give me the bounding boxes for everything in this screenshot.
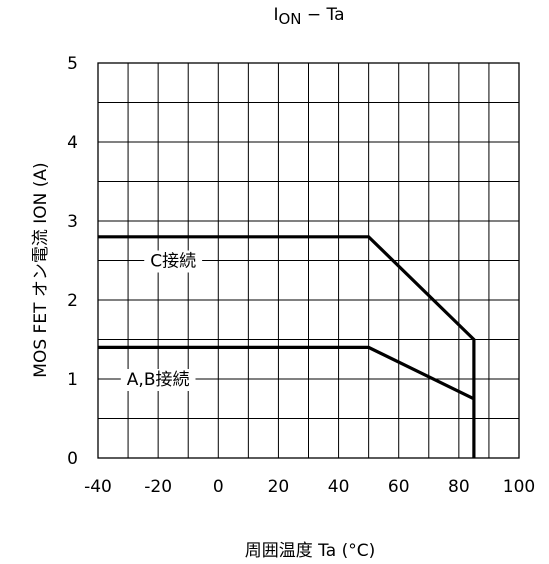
title-subscript: ON bbox=[278, 10, 301, 28]
series-line bbox=[98, 345, 475, 401]
y-tick-label: 1 bbox=[67, 370, 78, 390]
x-tick-label: 60 bbox=[388, 477, 410, 497]
series-label: A,B接続 bbox=[127, 370, 190, 390]
tick-labels: -40 -20 0 20 40 60 80 100 0 1 2 3 4 5 bbox=[67, 54, 535, 497]
series-lines bbox=[98, 235, 476, 458]
y-tick-label: 4 bbox=[67, 133, 78, 153]
x-tick-label: 0 bbox=[213, 477, 224, 497]
series-label: C接続 bbox=[150, 252, 196, 272]
x-tick-label: 100 bbox=[503, 477, 535, 497]
grid bbox=[97, 62, 520, 459]
series-label-background bbox=[144, 250, 203, 273]
series-label-background bbox=[120, 369, 196, 391]
x-axis-label: 周囲温度 Ta (°C) bbox=[245, 541, 375, 561]
plot-frame bbox=[97, 62, 520, 459]
y-tick-label: 5 bbox=[67, 54, 78, 74]
y-tick-label: 2 bbox=[67, 291, 78, 311]
chart-title: ION − Ta bbox=[273, 5, 344, 28]
x-tick-label: 80 bbox=[448, 477, 470, 497]
x-tick-label: 40 bbox=[328, 477, 350, 497]
x-tick-label: -20 bbox=[144, 477, 172, 497]
x-tick-label: -40 bbox=[84, 477, 112, 497]
y-tick-label: 3 bbox=[67, 212, 78, 232]
y-axis-label: MOS FET オン電流 ION (A) bbox=[31, 162, 51, 377]
series-labels: C接続 A,B接続 bbox=[120, 250, 203, 391]
x-tick-label: 20 bbox=[268, 477, 290, 497]
y-tick-label: 0 bbox=[67, 449, 78, 469]
